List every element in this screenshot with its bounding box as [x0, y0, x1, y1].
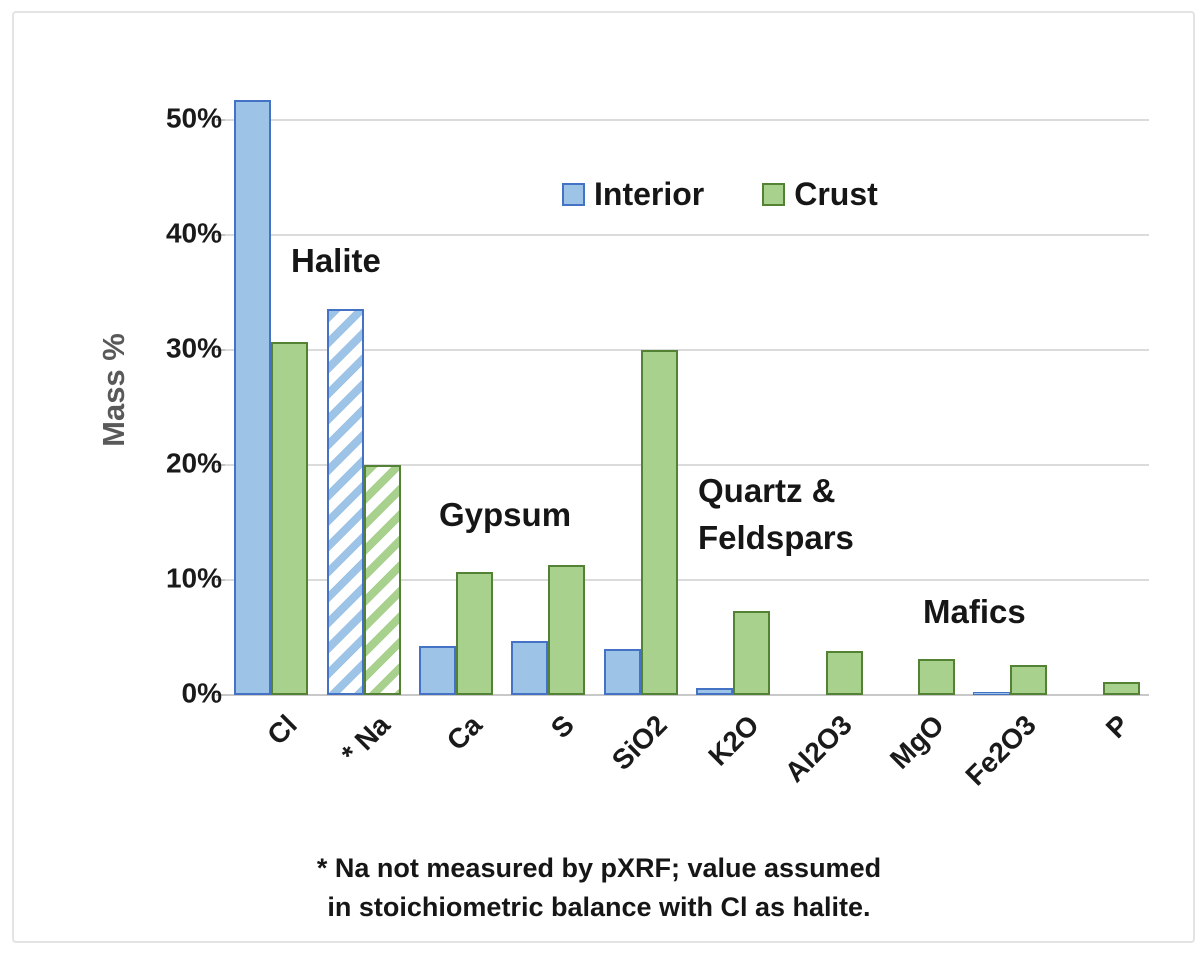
legend-swatch-crust-icon — [762, 183, 786, 206]
y-tick-label-40: 40% — [165, 217, 222, 249]
bar-crust-k2o — [733, 611, 770, 695]
y-tick-mark-30 — [216, 349, 225, 351]
y-tick-mark-40 — [216, 234, 225, 236]
gridline-20 — [225, 464, 1149, 466]
gridline-40 — [225, 234, 1149, 236]
y-tick-mark-10 — [216, 579, 225, 581]
gridline-30 — [225, 349, 1149, 351]
annotation-halite: Halite — [291, 242, 381, 279]
bar-crust-mgo — [918, 659, 955, 695]
y-tick-label-30: 30% — [165, 332, 222, 364]
legend-item-crust: Crust — [762, 176, 878, 213]
bar-interior-k2o — [696, 688, 733, 695]
bar-crust-s — [548, 565, 585, 695]
footnote-line-2: in stoichiometric balance with Cl as hal… — [327, 892, 871, 923]
legend: Interior Crust — [562, 176, 878, 213]
bar-crust-cl — [271, 342, 308, 695]
gridline-50 — [225, 119, 1149, 121]
y-tick-label-50: 50% — [165, 102, 222, 134]
bar-interior-na — [327, 309, 364, 695]
gridline-0 — [225, 694, 1149, 696]
bar-crust-ca — [456, 572, 493, 695]
bar-interior-cl — [234, 100, 271, 695]
annotation-gypsum: Gypsum — [439, 496, 572, 533]
bar-crust-na — [364, 465, 401, 695]
bar-crust-al2o3 — [826, 651, 863, 695]
legend-label-interior: Interior — [594, 176, 705, 212]
footnote: * Na not measured by pXRF; value assumed… — [269, 849, 929, 927]
annotation-quartz-feldspars: Quartz & Feldspars — [698, 472, 854, 556]
bar-interior-fe2o3 — [973, 692, 1010, 695]
y-tick-mark-20 — [216, 464, 225, 466]
annotation-mafics: Mafics — [923, 593, 1026, 630]
y-tick-mark-50 — [216, 119, 225, 121]
bar-crust-fe2o3 — [1010, 665, 1047, 695]
legend-label-crust: Crust — [794, 176, 878, 212]
gridline-10 — [225, 579, 1149, 581]
bar-interior-s — [511, 641, 548, 695]
chart-frame: Mass % Interior Crust * Na not measured b… — [12, 11, 1195, 943]
y-tick-label-20: 20% — [165, 447, 222, 479]
y-tick-label-0: 0% — [181, 677, 222, 709]
bar-interior-sio2 — [604, 649, 641, 695]
y-tick-label-10: 10% — [165, 562, 222, 594]
footnote-line-1: * Na not measured by pXRF; value assumed — [316, 853, 882, 883]
bar-crust-p — [1103, 682, 1140, 695]
legend-item-interior: Interior — [562, 176, 704, 213]
bar-crust-sio2 — [641, 350, 678, 695]
legend-swatch-interior-icon — [562, 183, 585, 206]
y-tick-mark-0 — [216, 694, 225, 696]
bar-interior-ca — [419, 646, 456, 695]
